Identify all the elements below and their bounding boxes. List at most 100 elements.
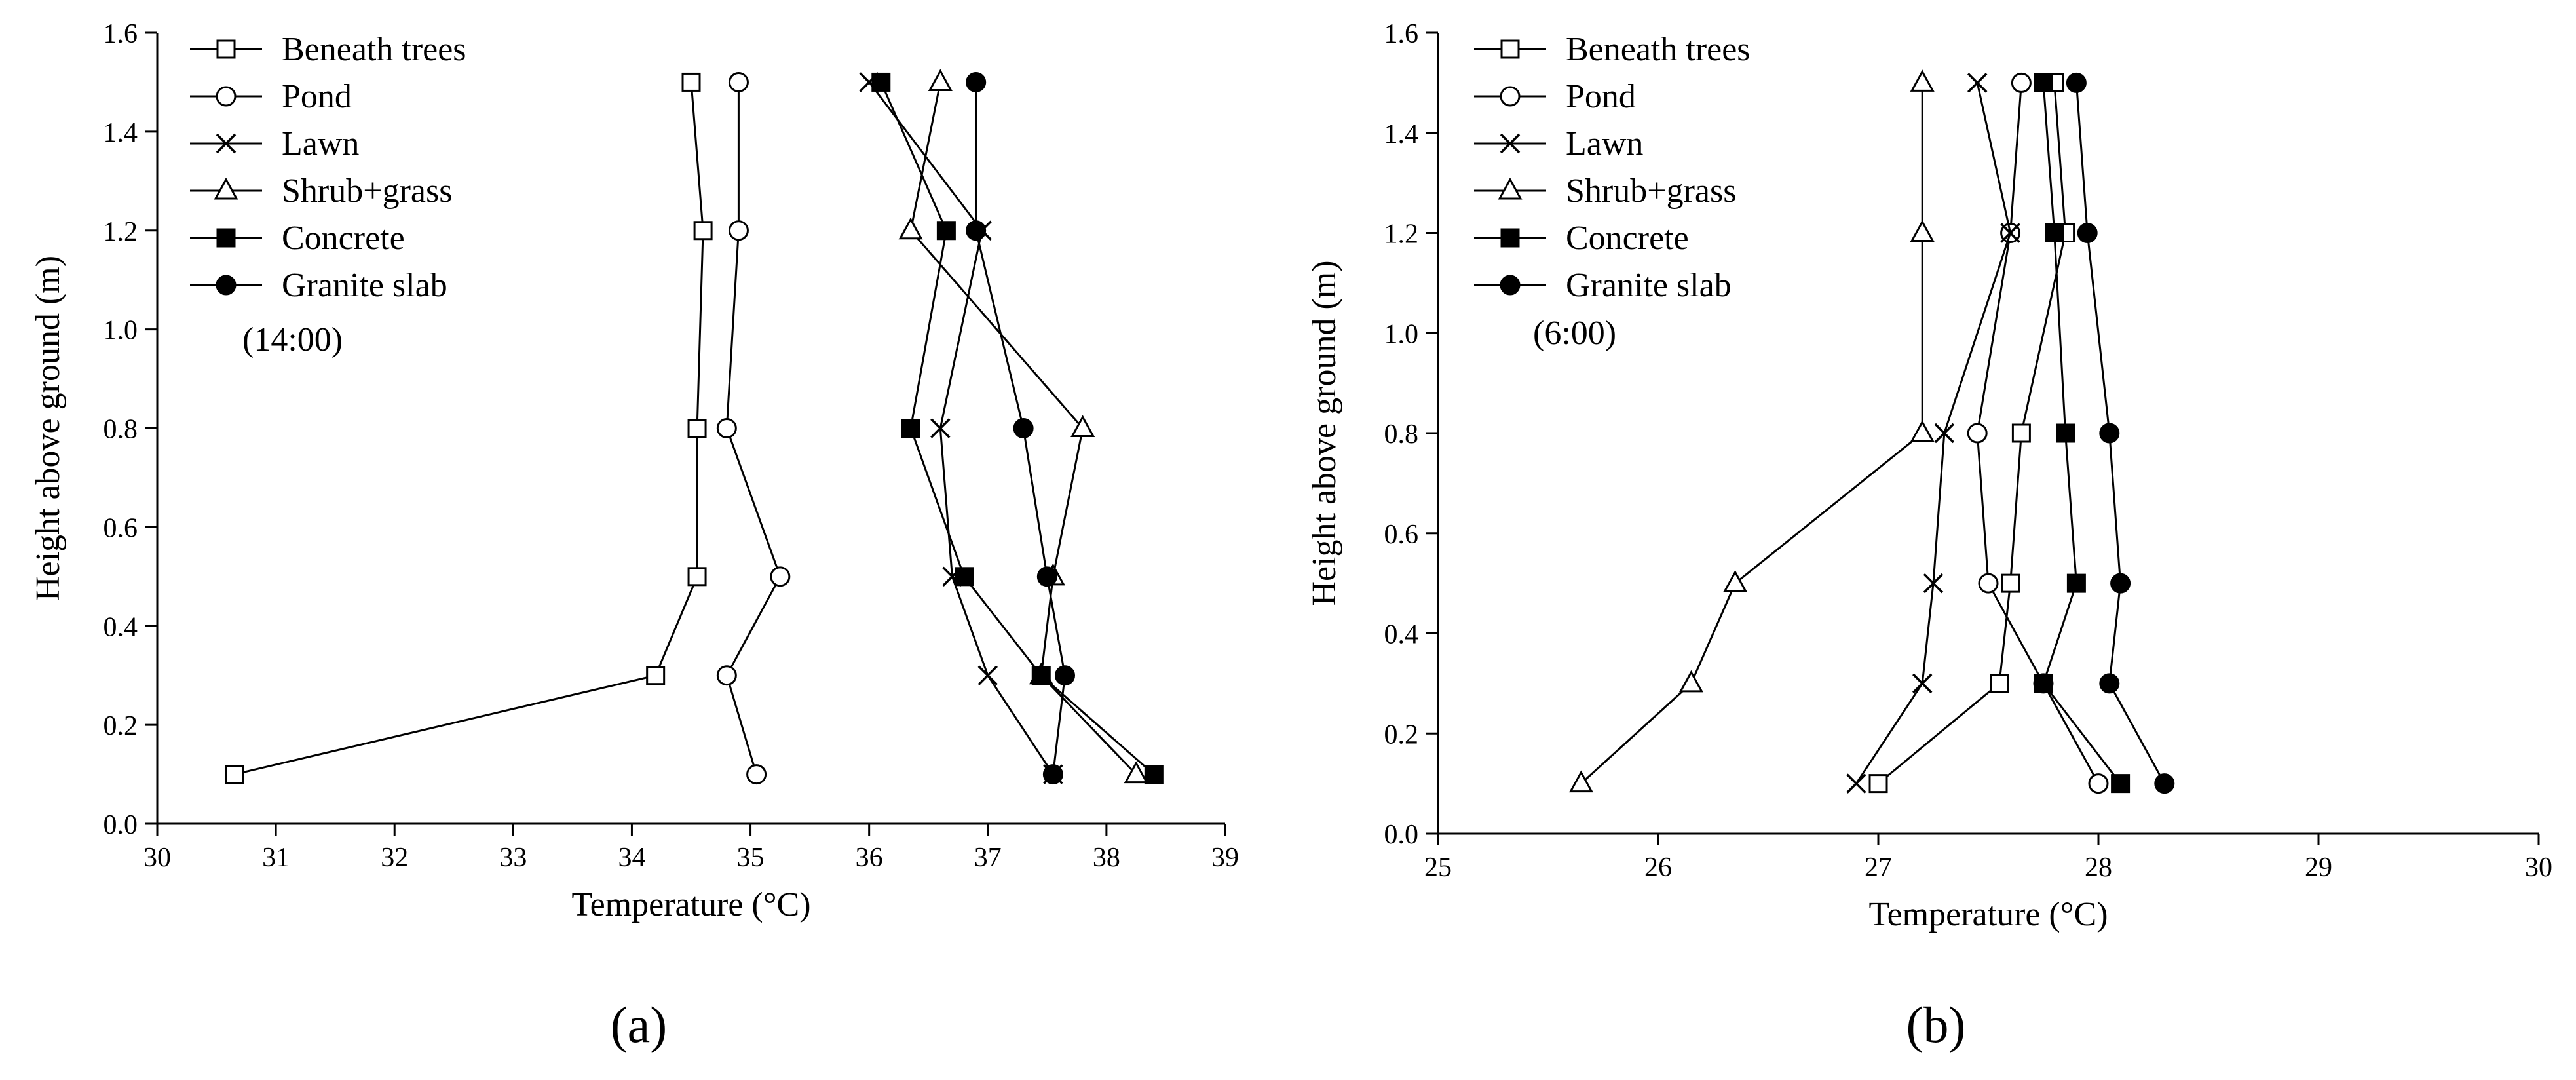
chart-panel-a: 30 31 32 33 34 35 36 37 38 39 0.0 0.2 0.4 0.6 0.8 1.0 1.… <box>29 19 1239 1053</box>
data-point <box>646 666 666 685</box>
data-point <box>1070 415 1095 437</box>
data-point <box>225 765 244 784</box>
data-point <box>2034 674 2053 693</box>
legend-label: Beneath trees <box>1566 31 1751 68</box>
data-point <box>2011 72 2032 93</box>
legend-marker <box>216 39 236 59</box>
y-tick-label: 1.2 <box>104 217 138 247</box>
legend-marker <box>214 177 238 200</box>
x-tick-label: 30 <box>143 843 171 873</box>
series-filled-circle <box>2066 72 2175 794</box>
y-tick-label: 0.6 <box>1384 520 1419 550</box>
panel-label: (a) <box>611 996 668 1053</box>
legend-marker <box>216 228 236 248</box>
legend-item: Pond <box>1474 78 1636 115</box>
data-point <box>2066 573 2086 593</box>
series-open-square <box>225 72 713 784</box>
x-tick-label: 26 <box>1644 853 1672 883</box>
x-tick-label: 32 <box>381 843 408 873</box>
series-line <box>2075 83 2166 784</box>
legend-item: Granite slab <box>1474 267 1732 304</box>
data-point <box>1868 774 1888 794</box>
data-point <box>2045 223 2064 242</box>
legend-marker <box>216 275 237 296</box>
x-tick-label: 33 <box>499 843 527 873</box>
x-tick-label: 27 <box>1865 853 1892 883</box>
data-point <box>2099 673 2120 694</box>
y-axis-title: Height above ground (m) <box>1306 260 1343 606</box>
data-point <box>1013 418 1034 438</box>
data-point <box>1042 764 1063 785</box>
data-point <box>1144 765 1164 784</box>
x-tick-label: 28 <box>2085 853 2112 883</box>
data-point <box>966 220 987 241</box>
data-point <box>681 72 701 92</box>
data-point <box>2077 223 2098 243</box>
data-point <box>2011 423 2031 443</box>
data-point <box>936 221 956 241</box>
y-tick-label: 0.2 <box>1384 720 1419 750</box>
series-line <box>909 82 1137 775</box>
data-point <box>2066 72 2087 93</box>
data-point <box>2111 774 2131 794</box>
legend-label: Concrete <box>282 220 405 257</box>
legend: Beneath trees Pond Lawn Shrub+grass Concrete… <box>1474 31 1751 304</box>
time-annotation: (14:00) <box>242 321 343 358</box>
y-tick-label: 0.0 <box>104 810 138 840</box>
legend-label: Pond <box>282 78 352 115</box>
legend-marker <box>1500 86 1521 107</box>
legend-item: Concrete <box>1474 220 1689 257</box>
data-point <box>1967 73 1988 93</box>
series-line <box>868 81 1054 775</box>
data-point <box>1723 570 1748 592</box>
data-point <box>966 71 987 92</box>
legend-marker <box>1498 177 1523 200</box>
data-point <box>1055 665 1075 686</box>
series-x <box>1846 73 2020 794</box>
data-point <box>728 220 749 241</box>
series-filled-square <box>2034 73 2131 794</box>
legend-item: Granite slab <box>190 267 447 304</box>
y-tick-label: 0.2 <box>104 711 138 741</box>
data-point <box>1990 674 2009 693</box>
data-point <box>2088 773 2109 794</box>
x-tick-label: 34 <box>618 843 645 873</box>
series-line <box>1976 83 2100 784</box>
y-tick-label: 0.4 <box>1384 620 1419 650</box>
series-line <box>1855 83 2012 784</box>
data-point <box>1846 773 1866 794</box>
data-point <box>1031 666 1051 685</box>
series-filled-circle <box>966 71 1075 785</box>
data-point <box>977 665 998 685</box>
data-point <box>2034 73 2053 92</box>
legend-marker <box>1500 133 1521 154</box>
series-line <box>1878 83 2067 784</box>
x-tick-label: 31 <box>262 843 290 873</box>
data-point <box>1934 423 1955 444</box>
legend-marker <box>1500 228 1520 248</box>
legend-label: Beneath trees <box>282 31 466 68</box>
data-point <box>928 69 953 91</box>
y-tick-label: 0.0 <box>1384 820 1419 850</box>
y-tick-label: 1.6 <box>104 19 138 49</box>
series-open-triangle <box>1568 69 1935 793</box>
legend-marker <box>1500 39 1520 59</box>
legend-label: Concrete <box>1566 220 1689 257</box>
data-point <box>1910 220 1935 242</box>
legend-marker <box>216 133 237 154</box>
x-tick-label: 35 <box>737 843 765 873</box>
legend-label: Shrub+grass <box>282 172 452 210</box>
series-line <box>2042 83 2121 784</box>
x-tick-label: 37 <box>974 843 1002 873</box>
x-tick-label: 29 <box>2305 853 2332 883</box>
legend-label: Pond <box>1566 78 1636 115</box>
data-point <box>716 418 737 438</box>
legend-label: Granite slab <box>1566 267 1732 304</box>
legend-item: Lawn <box>1474 125 1643 163</box>
legend-item: Concrete <box>190 220 405 257</box>
data-point <box>1910 69 1935 92</box>
legend-item: Beneath trees <box>1474 31 1751 68</box>
data-point <box>1568 770 1593 793</box>
y-axis-title: Height above ground (m) <box>29 256 67 601</box>
